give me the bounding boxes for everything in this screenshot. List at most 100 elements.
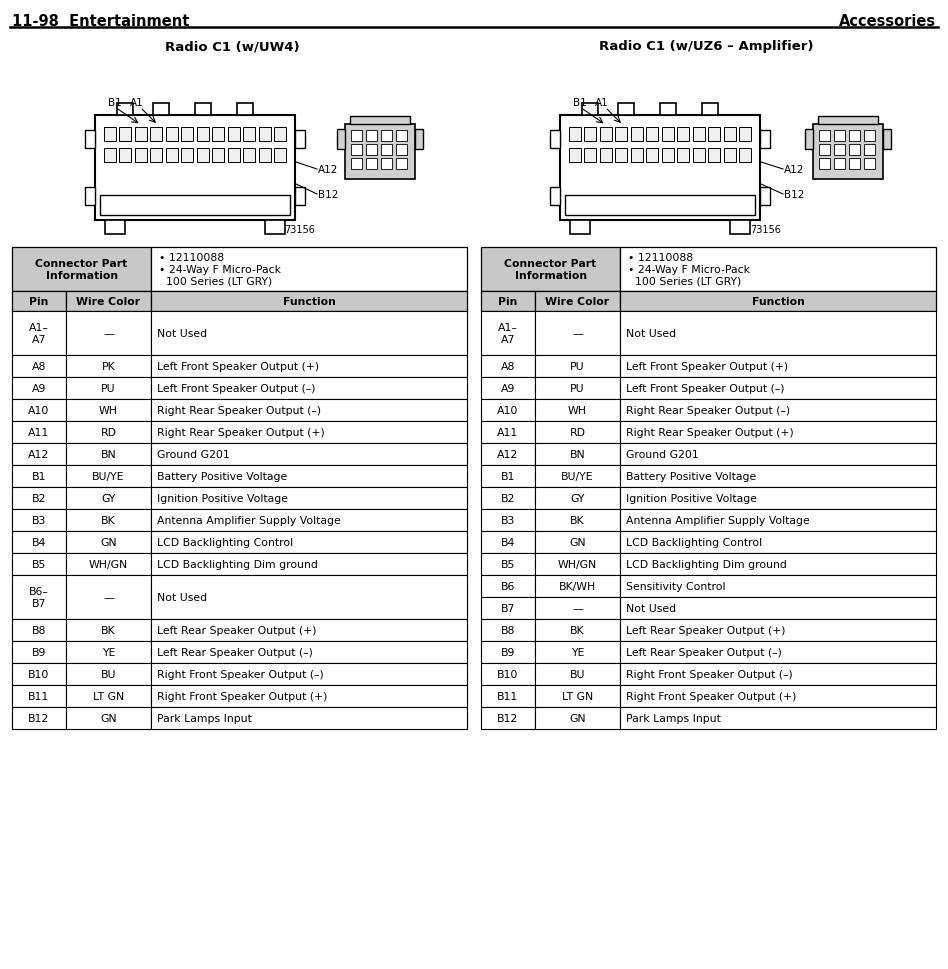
Text: Right Front Speaker Output (+): Right Front Speaker Output (+) xyxy=(157,691,328,702)
Text: B5: B5 xyxy=(31,559,46,570)
Bar xyxy=(805,130,813,149)
Text: B5: B5 xyxy=(501,559,515,570)
Bar xyxy=(117,104,133,115)
Text: BN: BN xyxy=(570,450,585,459)
Bar xyxy=(723,148,736,163)
Bar xyxy=(12,356,65,378)
Bar xyxy=(415,130,423,149)
Bar xyxy=(849,131,860,141)
Bar xyxy=(677,127,689,141)
Bar xyxy=(582,104,598,115)
Text: A1–
A7: A1– A7 xyxy=(28,323,48,344)
Text: Not Used: Not Used xyxy=(157,328,208,338)
Text: B7: B7 xyxy=(501,604,515,613)
Bar xyxy=(620,487,936,510)
Text: GN: GN xyxy=(100,538,117,547)
Bar xyxy=(152,619,467,641)
Bar xyxy=(12,465,65,487)
Bar xyxy=(481,465,535,487)
Bar xyxy=(244,148,255,163)
Text: B4: B4 xyxy=(31,538,46,547)
Bar xyxy=(259,127,271,141)
Text: Accessories: Accessories xyxy=(839,14,936,29)
Text: WH/GN: WH/GN xyxy=(89,559,128,570)
Bar xyxy=(584,127,596,141)
Bar xyxy=(274,127,286,141)
Text: GN: GN xyxy=(100,713,117,723)
Bar xyxy=(212,148,225,163)
Text: Wire Color: Wire Color xyxy=(545,297,610,306)
Text: Wire Color: Wire Color xyxy=(77,297,140,306)
Text: Right Front Speaker Output (+): Right Front Speaker Output (+) xyxy=(627,691,796,702)
Bar xyxy=(65,422,152,444)
Text: BN: BN xyxy=(100,450,117,459)
Bar xyxy=(730,220,750,234)
Text: B3: B3 xyxy=(31,516,46,525)
Text: GY: GY xyxy=(571,493,585,504)
Text: B11: B11 xyxy=(28,691,49,702)
Bar xyxy=(760,131,770,148)
Text: B8: B8 xyxy=(31,625,46,636)
Bar xyxy=(569,148,581,163)
Bar xyxy=(760,187,770,205)
Bar xyxy=(630,148,643,163)
Bar xyxy=(212,127,225,141)
Bar xyxy=(152,487,467,510)
Text: B12: B12 xyxy=(784,190,804,200)
Bar xyxy=(535,707,620,730)
Bar xyxy=(819,144,830,155)
Text: PK: PK xyxy=(101,361,116,372)
Bar xyxy=(481,378,535,399)
Bar xyxy=(535,597,620,619)
Bar xyxy=(396,144,407,155)
Bar xyxy=(65,685,152,707)
Bar xyxy=(152,553,467,576)
Text: B12: B12 xyxy=(318,190,338,200)
Bar xyxy=(535,487,620,510)
Text: B12: B12 xyxy=(497,713,519,723)
Bar xyxy=(708,127,720,141)
Text: GN: GN xyxy=(569,538,586,547)
Bar xyxy=(152,378,467,399)
Bar xyxy=(65,399,152,422)
Bar xyxy=(135,127,147,141)
Bar xyxy=(834,158,845,170)
Bar xyxy=(65,707,152,730)
Bar xyxy=(381,131,392,141)
Bar xyxy=(620,510,936,531)
Bar xyxy=(100,196,290,215)
Bar xyxy=(65,312,152,356)
Text: BU: BU xyxy=(100,670,117,679)
Bar xyxy=(481,422,535,444)
Bar xyxy=(864,158,875,170)
Text: LCD Backlighting Dim ground: LCD Backlighting Dim ground xyxy=(627,559,787,570)
Text: —: — xyxy=(103,592,114,603)
Bar xyxy=(152,248,467,292)
Bar xyxy=(153,104,169,115)
Text: WH: WH xyxy=(99,406,118,416)
Bar xyxy=(228,148,240,163)
Text: GY: GY xyxy=(101,493,116,504)
Bar xyxy=(849,158,860,170)
Bar xyxy=(295,187,305,205)
Bar xyxy=(12,248,152,292)
Bar xyxy=(152,707,467,730)
Bar xyxy=(152,465,467,487)
Bar xyxy=(620,619,936,641)
Text: Function: Function xyxy=(752,297,805,306)
Text: B1: B1 xyxy=(501,472,515,482)
Bar xyxy=(813,124,883,179)
Text: LT GN: LT GN xyxy=(562,691,593,702)
Text: A1: A1 xyxy=(130,98,144,108)
Text: Connector Part
Information: Connector Part Information xyxy=(504,259,596,280)
Bar xyxy=(481,444,535,465)
Bar xyxy=(350,116,410,124)
Bar xyxy=(819,131,830,141)
Bar xyxy=(550,131,560,148)
Text: A8: A8 xyxy=(501,361,515,372)
Bar xyxy=(12,510,65,531)
Bar xyxy=(65,553,152,576)
Text: A1–
A7: A1– A7 xyxy=(498,323,518,344)
Bar xyxy=(152,664,467,685)
Bar xyxy=(152,292,467,312)
